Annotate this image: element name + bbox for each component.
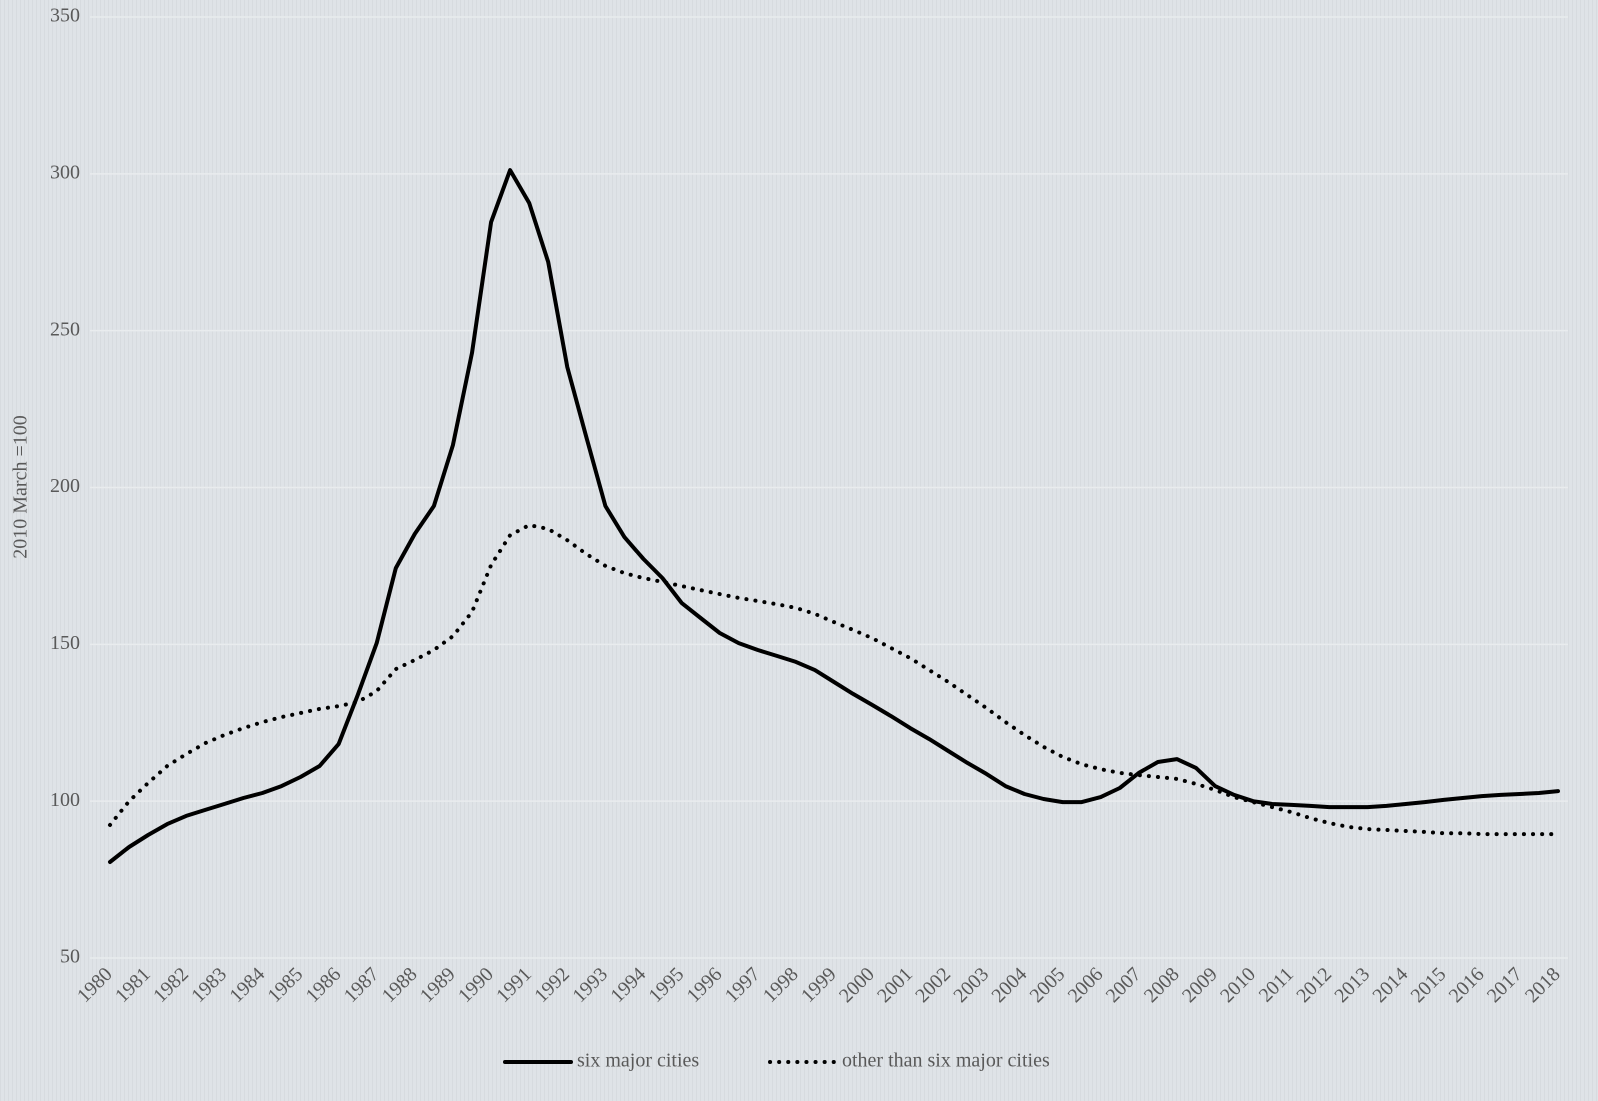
series-line: [108, 523, 1560, 837]
y-tick-label: 300: [50, 161, 80, 183]
series-line: [108, 168, 1560, 864]
y-tick-label: 150: [50, 632, 80, 654]
y-tick-label: 250: [50, 318, 80, 340]
y-tick-label: 100: [50, 789, 80, 811]
y-tick-label: 200: [50, 475, 80, 497]
legend-label: other than six major cities: [842, 1050, 1050, 1072]
legend-label: six major cities: [577, 1050, 699, 1072]
y-tick-label: 350: [50, 5, 80, 27]
y-tick-label: 50: [60, 946, 80, 968]
y-axis-label: 2010 March =100: [10, 415, 32, 558]
